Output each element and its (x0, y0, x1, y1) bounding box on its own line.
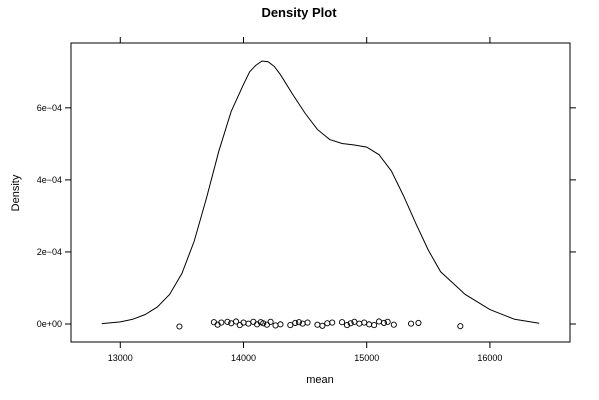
density-line (101, 60, 540, 325)
rug-point (380, 319, 388, 326)
rug-point (292, 319, 299, 326)
plot-frame (70, 42, 571, 343)
rug-point (415, 319, 422, 326)
density-series (101, 60, 540, 325)
y-tick-label: 2e−04 (37, 247, 62, 257)
x-axis-label: mean (306, 374, 334, 386)
rug-point (224, 318, 231, 325)
rug-point (371, 322, 378, 329)
rug-point (384, 318, 391, 325)
rug-point (218, 319, 225, 326)
y-tick-label: 4e−04 (37, 175, 62, 185)
y-axis-label: Density (10, 174, 22, 211)
rug-point (260, 320, 267, 327)
rug-point (233, 318, 240, 325)
rug-point (319, 322, 326, 329)
rug-point (390, 321, 397, 328)
x-tick-label: 13000 (108, 353, 133, 363)
rug-point (277, 321, 284, 328)
rug-point (343, 322, 351, 329)
y-tick-label: 0e+00 (37, 319, 62, 329)
x-tick-label: 14000 (231, 353, 256, 363)
x-tick-label: 15000 (354, 353, 379, 363)
rug-point (339, 319, 346, 326)
rug-point (408, 320, 415, 327)
rug-point (287, 322, 294, 329)
rug-point (329, 319, 336, 326)
rug-points (176, 318, 464, 330)
chart-title: Density Plot (261, 5, 337, 20)
y-tick-label: 6e−04 (37, 103, 62, 113)
x-tick-label: 16000 (477, 353, 502, 363)
rug-point (176, 323, 183, 330)
rug-point (347, 320, 354, 327)
rug-point (295, 319, 302, 326)
axis-ticks: 13000 14000 15000 16000 0e+00 2e−04 4e−04 6e−04 (37, 37, 576, 363)
rug-point (267, 318, 274, 325)
rug-point (457, 323, 464, 330)
rug-point (304, 319, 311, 326)
rug-point (263, 321, 270, 328)
